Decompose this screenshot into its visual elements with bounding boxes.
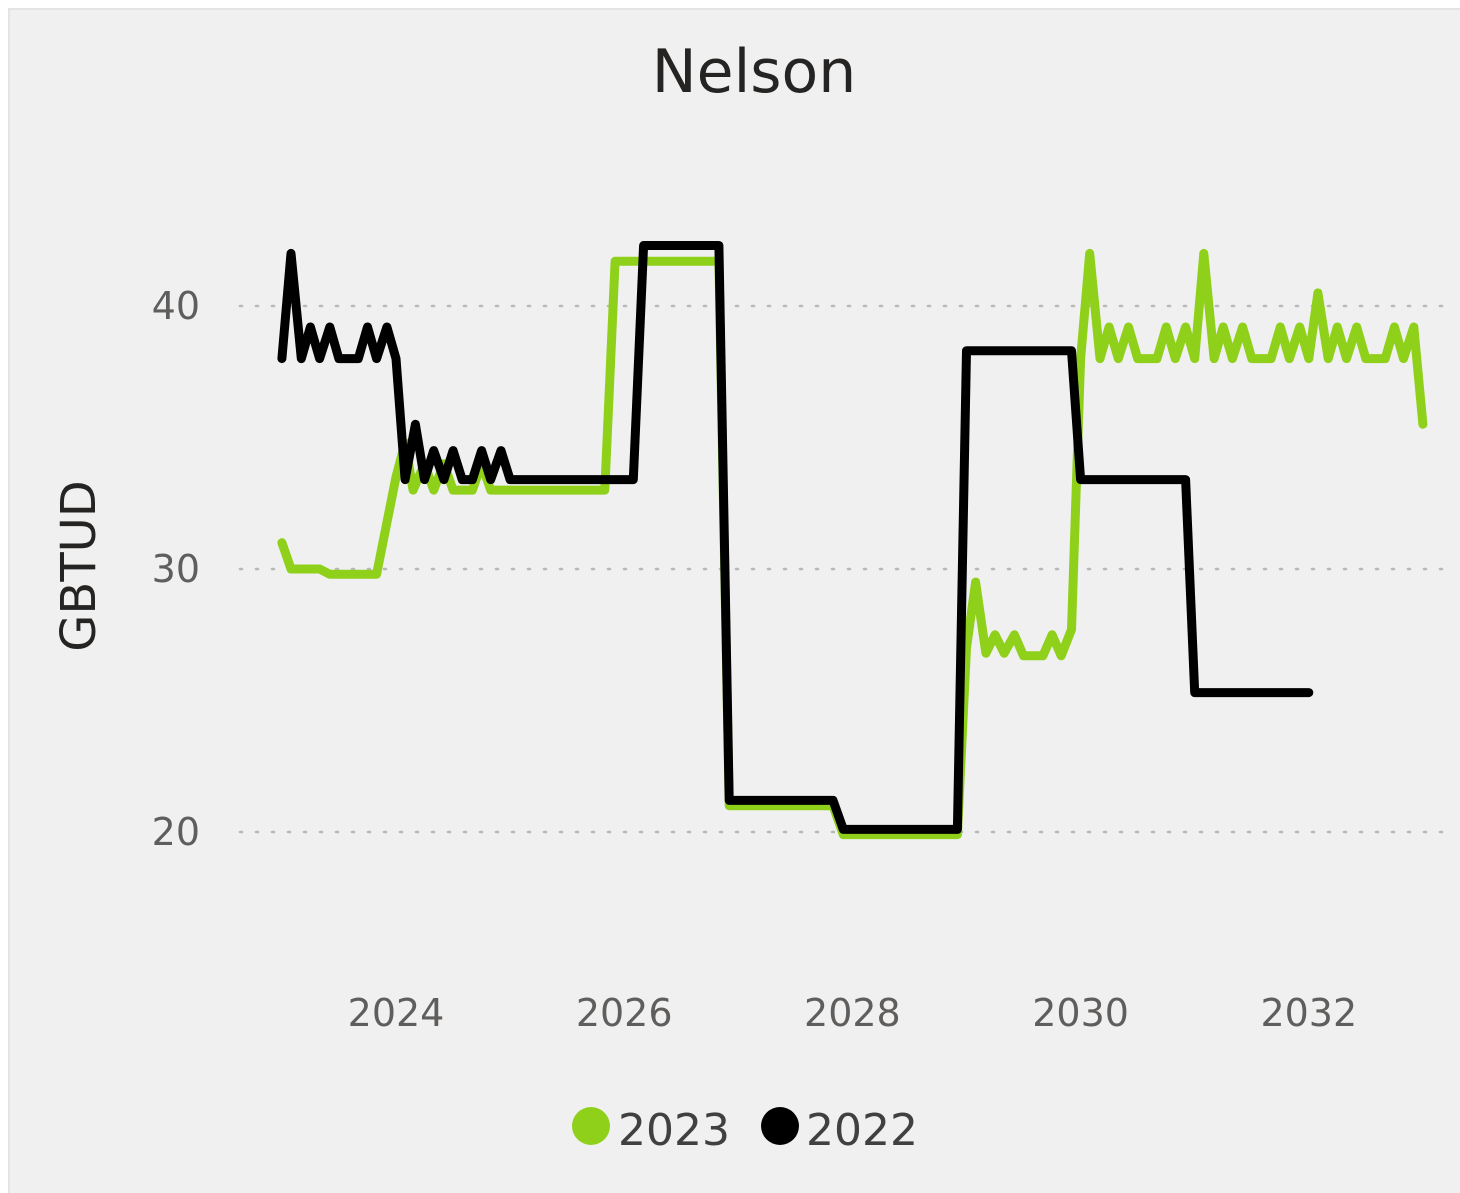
legend-label: 2023 [618, 1105, 730, 1156]
y-tick-label: 30 [152, 547, 200, 591]
chart-title: Nelson [652, 37, 856, 107]
x-axis-ticks: 2024 2026 2028 2030 2032 [348, 991, 1358, 1035]
series-lines [277, 241, 1428, 840]
y-axis-ticks: 20 30 40 [152, 284, 200, 854]
x-tick-label: 2026 [576, 991, 673, 1035]
legend-marker [572, 1107, 610, 1145]
series-line-2023 [277, 248, 1428, 840]
x-tick-label: 2032 [1260, 991, 1357, 1035]
gridlines [238, 304, 1452, 834]
y-axis-label: GBTUD [51, 480, 107, 652]
legend: 2023 2022 [572, 1105, 918, 1156]
y-tick-label: 20 [152, 810, 200, 854]
series-line-2022 [277, 241, 1314, 834]
x-tick-label: 2028 [804, 991, 901, 1035]
x-tick-label: 2030 [1032, 991, 1129, 1035]
legend-label: 2022 [806, 1105, 918, 1156]
x-tick-label: 2024 [348, 991, 445, 1035]
chart-panel [8, 8, 1460, 1193]
y-tick-label: 40 [152, 284, 200, 328]
legend-marker [761, 1107, 799, 1145]
